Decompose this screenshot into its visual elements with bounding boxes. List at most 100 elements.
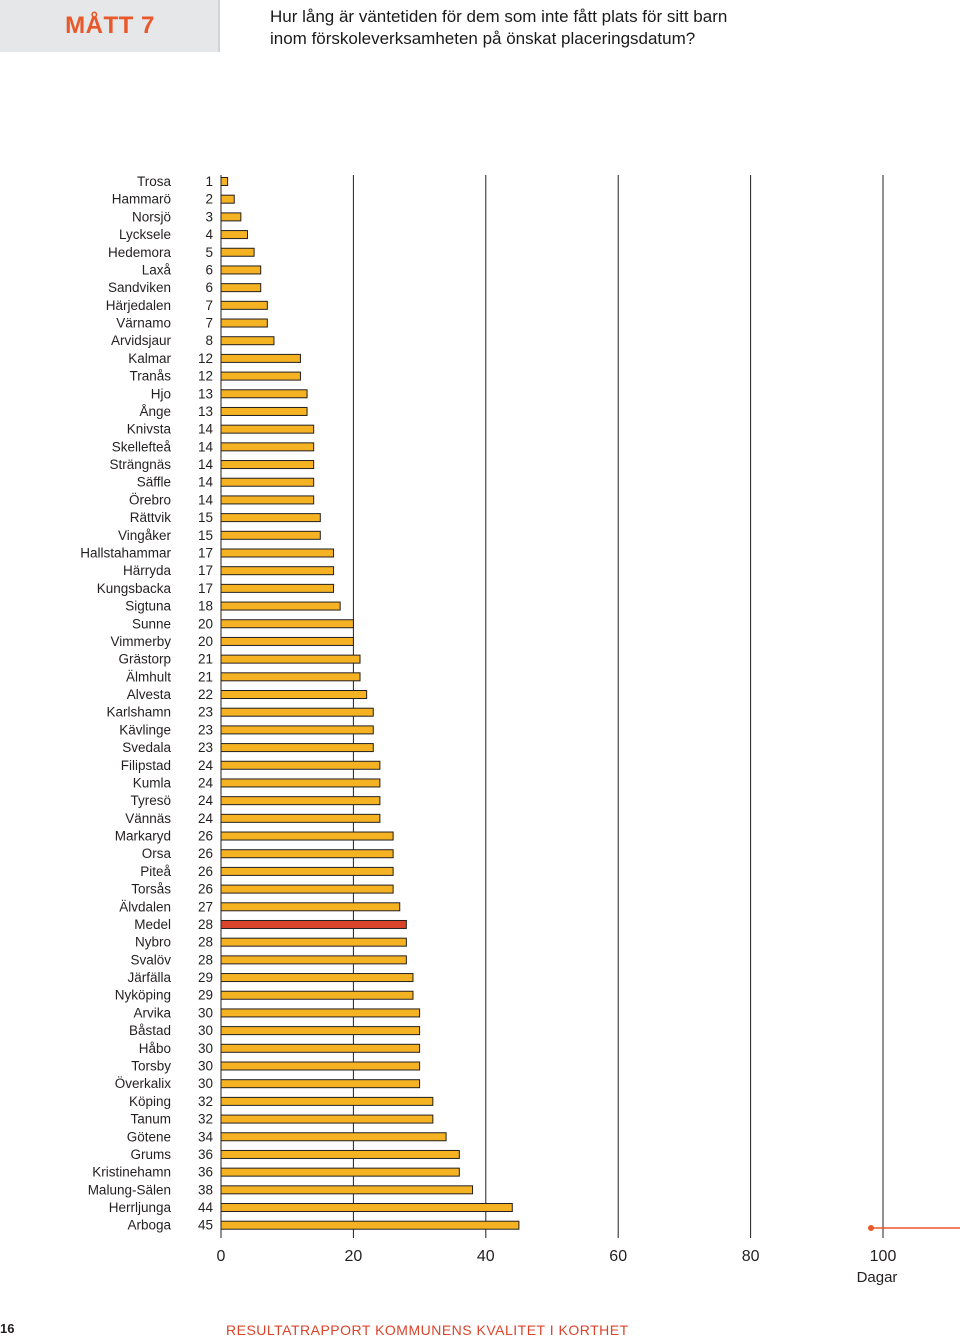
category-label: Götene [127,1129,171,1144]
bar [220,849,394,859]
value-label: 28 [198,935,213,950]
category-label: Medel [134,917,171,932]
category-label: Sigtuna [125,599,171,614]
value-label: 13 [198,404,213,419]
value-label: 30 [198,1005,213,1020]
category-label: Svalöv [130,952,171,967]
value-label: 32 [198,1112,213,1127]
value-label: 34 [198,1129,214,1144]
value-label: 8 [205,333,213,348]
category-label: Piteå [140,864,171,879]
bar [220,990,414,1000]
category-label: Härjedalen [106,298,171,313]
value-label: 26 [198,829,213,844]
bar [220,371,301,381]
category-label: Järfälla [127,970,171,985]
value-label: 36 [198,1165,213,1180]
value-label: 23 [198,740,213,755]
bar [220,442,315,452]
value-label: 23 [198,705,213,720]
bar [220,477,315,487]
category-label: Nybro [135,935,171,950]
category-label: Orsa [142,846,172,861]
x-axis-label: Dagar [857,1269,898,1286]
category-label: Filipstad [121,758,171,773]
x-tick-label: 100 [870,1248,897,1265]
question-line-2: inom förskoleverksamheten på önskat plac… [270,29,696,48]
value-label: 36 [198,1147,213,1162]
bar [220,318,268,328]
value-label: 28 [198,917,213,932]
value-label: 5 [205,245,213,260]
bar [220,283,262,293]
category-label: Tranås [129,369,171,384]
waiting-time-bar-chart: Trosa 1 Hammarö 2 Norsjö 3 Lycksele 4 Hedemora 5 L… [80,174,960,1286]
category-label: Härryda [123,563,172,578]
category-label: Kungsbacka [97,581,172,596]
value-label: 38 [198,1182,213,1197]
bar [220,1149,460,1159]
value-label: 28 [198,952,213,967]
value-label: 26 [198,864,213,879]
bar [220,1185,474,1195]
category-label: Älvdalen [119,899,171,914]
bar [220,177,229,186]
value-label: 29 [198,970,213,985]
bar [220,583,335,593]
bar [220,619,354,629]
category-label: Karlshamn [106,705,171,720]
x-tick-label: 60 [609,1248,627,1265]
bar [220,955,407,965]
bar-average [220,919,407,929]
category-label: Sunne [132,616,171,631]
value-label: 14 [198,475,214,490]
bar [220,725,374,735]
value-label: 17 [198,545,213,560]
bar [220,937,407,947]
value-label: 18 [198,599,213,614]
measure-badge-label: MÅTT 7 [65,12,155,39]
category-label: Knivsta [127,422,172,437]
value-label: 6 [205,262,213,277]
value-label: 27 [198,899,213,914]
category-label: Kävlinge [119,722,171,737]
bar [220,212,242,222]
page-number: 16 [0,1321,15,1336]
value-label: 26 [198,846,213,861]
bar [220,1043,421,1053]
category-label: Örebro [129,492,171,507]
bar [220,1220,520,1230]
category-label: Säffle [137,475,171,490]
bar [220,460,315,470]
value-label: 2 [205,192,213,207]
category-label: Skellefteå [112,439,172,454]
bar [220,247,255,257]
value-label: 20 [198,616,213,631]
bar [220,265,262,275]
category-label: Överkalix [115,1076,172,1091]
value-label: 7 [205,316,213,331]
bar [220,796,381,806]
bar [220,1079,421,1089]
bar [220,1061,421,1071]
category-label: Arvika [133,1005,171,1020]
bar [220,672,361,682]
value-label: 3 [205,209,213,224]
x-tick-label: 0 [217,1248,226,1265]
category-label: Markaryd [115,829,171,844]
bar [220,353,301,363]
value-label: 6 [205,280,213,295]
category-label: Torsby [131,1059,171,1074]
category-label: Hedemora [108,245,172,260]
category-label: Arboga [127,1218,171,1233]
bar [220,636,354,646]
value-label: 26 [198,882,213,897]
bar [220,1167,460,1177]
value-label: 30 [198,1023,213,1038]
bar [220,513,321,523]
value-label: 24 [198,758,214,773]
bar [220,1132,447,1142]
bar [220,566,335,576]
category-label: Tyresö [130,793,171,808]
category-label: Strängnäs [109,457,171,472]
